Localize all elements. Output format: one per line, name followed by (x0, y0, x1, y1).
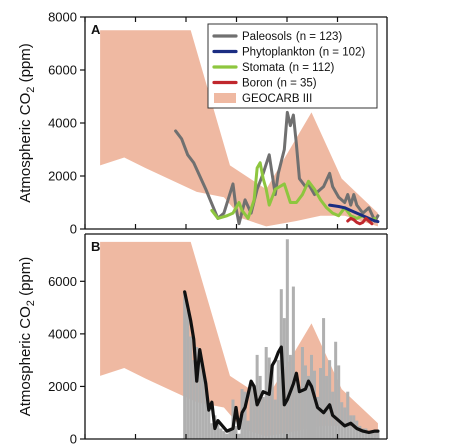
legend: Paleosols (n = 123) Phytoplankton (n = 102)… (207, 23, 378, 109)
panel-b-bar-29 (270, 365, 274, 439)
panel-b-bar-48 (328, 360, 332, 439)
panel-b-bar-51 (337, 365, 341, 439)
panel-b-bar-7 (204, 381, 208, 439)
legend-name-2: Stomata (242, 62, 285, 74)
panel-b-bar-2 (189, 336, 193, 439)
legend-name-3: Boron (242, 78, 273, 90)
legend-n-2: (n = 112) (289, 62, 335, 74)
panel-b-bar-22 (249, 381, 253, 439)
panel-a-y-tick-label-6000: 6000 (48, 63, 77, 78)
panel-a-y-axis-label-sub: 2 (25, 87, 37, 93)
panel-b: 0 2000 4000 6000 Atmospheric CO2 (ppm) B (17, 233, 388, 446)
legend-n-0: (n = 123) (296, 31, 343, 43)
panel-b-plot-area (100, 239, 380, 439)
panel-b-bar-55 (349, 415, 353, 439)
panel-b-bar-36 (291, 286, 295, 439)
legend-label-paleosols: Paleosols (n = 123) (242, 31, 342, 43)
panel-a-label: A (91, 22, 101, 37)
legend-name-4: GEOCARB III (242, 93, 312, 105)
legend-label-boron: Boron (n = 35) (242, 78, 317, 90)
panel-b-bar-25 (258, 375, 262, 439)
panel-b-bar-62 (370, 431, 374, 439)
panel-a-y-axis-label-unit: (ppm) (17, 43, 34, 86)
panel-b-bar-4 (195, 347, 199, 439)
panel-b-bar-20 (243, 391, 247, 439)
panel-b-bar-9 (210, 423, 214, 439)
panel-a-plot-area (100, 30, 380, 227)
panel-b-bar-31 (276, 360, 280, 439)
panel-b-bar-41 (306, 375, 310, 439)
panel-b-bar-3 (192, 360, 196, 439)
panel-b-y-axis-label: Atmospheric CO2 (ppm) (17, 257, 37, 417)
legend-label-geocarb-iii: GEOCARB III (242, 93, 312, 105)
panel-b-y-tick-label-6000: 6000 (48, 274, 77, 289)
panel-b-series-proxy-mean-line (183, 290, 380, 435)
panel-b-bar-1 (186, 310, 190, 439)
panel-b-bar-53 (343, 407, 347, 439)
panel-b-y-axis-label-sub: 2 (25, 300, 37, 306)
panel-b-y-axis-label-main: Atmospheric CO (17, 306, 34, 416)
panel-b-bar-63 (373, 431, 377, 439)
panel-b-y-tick-label-0: 0 (70, 432, 77, 446)
legend-name-1: Phytoplankton (242, 47, 315, 59)
panel-b-bar-5 (198, 360, 202, 439)
panel-b-bar-39 (300, 347, 304, 439)
panel-b-bar-12 (219, 428, 223, 439)
panel-b-bar-52 (340, 402, 344, 439)
legend-name-0: Paleosols (242, 31, 292, 43)
panel-b-bar-15 (228, 428, 232, 439)
panel-b-y-tick-label-4000: 4000 (48, 326, 77, 341)
panel-b-bar-17 (234, 425, 238, 439)
panel-b-bar-44 (316, 396, 320, 439)
panel-b-bar-42 (309, 354, 314, 439)
panel-a-y-axis-label-main: Atmospheric CO (17, 93, 34, 203)
legend-label-stomata: Stomata (n = 112) (242, 62, 334, 74)
panel-a-y-tick-label-0: 0 (70, 222, 77, 237)
panel-b-bar-43 (313, 370, 317, 439)
panel-b-bar-38 (297, 391, 301, 439)
panel-b-bar-26 (261, 396, 265, 439)
legend-label-phytoplankton: Phytoplankton (n = 102) (242, 47, 365, 59)
panel-b-bar-59 (361, 428, 365, 439)
panel-b-bar-64 (376, 432, 380, 439)
panel-b-bar-46 (322, 318, 326, 439)
panel-b-bar-54 (346, 391, 350, 439)
panel-b-bar-60 (364, 428, 368, 439)
panel-a-y-tick-label-4000: 4000 (48, 116, 77, 131)
panel-a-series-phytoplankton-line (328, 203, 380, 224)
panel-b-bar-28 (267, 357, 271, 439)
panel-a: 0 2000 4000 6000 8000 Atmospheric CO2 (ppm) A P… (17, 10, 388, 237)
panel-b-bar-50 (334, 341, 338, 439)
panel-b-bar-6 (201, 370, 205, 439)
panel-b-bar-11 (216, 423, 220, 439)
panel-a-series-boron-line (346, 216, 374, 226)
panel-b-bar-61 (367, 431, 371, 439)
panel-a-y-axis-label: Atmospheric CO2 (ppm) (17, 43, 37, 203)
panel-b-bar-21 (246, 420, 250, 439)
panel-b-y-axis-label-unit: (ppm) (17, 257, 34, 300)
panel-b-bar-30 (273, 399, 277, 439)
panel-b-bar-37 (294, 381, 298, 439)
panel-a-y-tick-label-8000: 8000 (48, 10, 77, 25)
panel-b-label: B (91, 239, 100, 254)
panel-b-bar-14 (225, 433, 229, 439)
panel-b-bar-58 (358, 425, 362, 439)
panel-b-bar-18 (237, 433, 241, 439)
panel-a-geocarb-band (100, 30, 378, 227)
panel-b-bar-13 (222, 431, 226, 439)
panel-b-y-tick-label-2000: 2000 (48, 379, 77, 394)
legend-swatch-geocarb (214, 93, 236, 103)
legend-n-3: (n = 35) (277, 78, 317, 90)
panel-b-bar-8 (207, 402, 211, 439)
panel-b-bar-45 (319, 368, 323, 439)
panel-a-series-paleosols-line (174, 110, 380, 226)
panel-a-y-tick-label-2000: 2000 (48, 169, 77, 184)
legend-n-1: (n = 102) (319, 47, 366, 59)
panel-b-bar-34 (285, 239, 289, 439)
panel-b-bar-23 (252, 386, 256, 439)
panel-b-bar-40 (303, 365, 307, 439)
panel-b-bar-35 (288, 354, 292, 439)
panel-b-bar-0 (183, 291, 187, 439)
